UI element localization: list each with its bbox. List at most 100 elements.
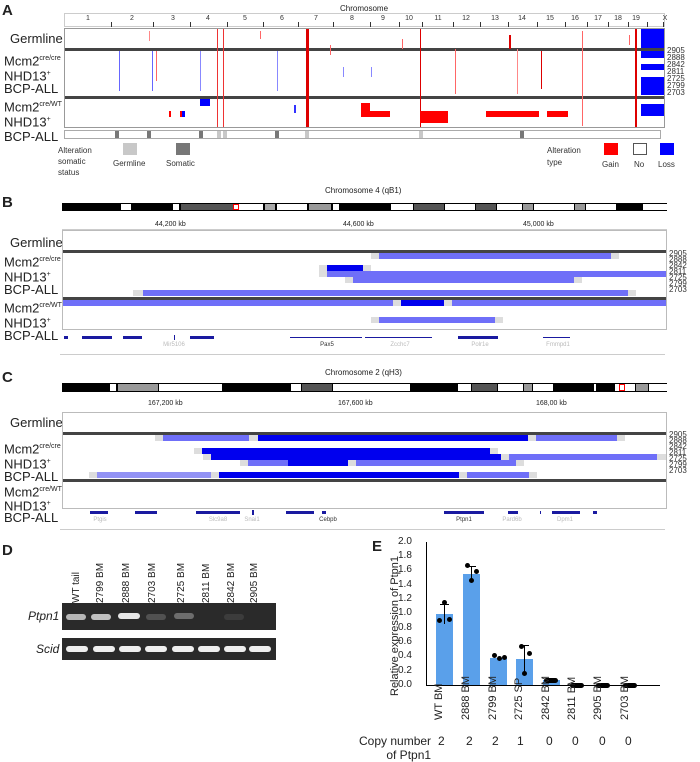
sample-id: 2842: [669, 261, 687, 270]
legend-gain-swatch: [604, 143, 618, 155]
legend-somatic-swatch: [176, 143, 190, 155]
copy-number-value: 0: [599, 734, 606, 748]
panel-a-label: A: [2, 2, 13, 19]
panel-b-group1-label: BCP-ALL: [4, 282, 59, 297]
tick-label: 167,600 kb: [338, 400, 373, 407]
x-category-label: 2842 BM: [540, 675, 552, 720]
panel-b-cnv-track: [62, 230, 667, 330]
sample-id: 2888: [667, 53, 685, 62]
tick-label: 44,200 kb: [155, 221, 186, 228]
x-category-label: 2811 BM: [566, 676, 578, 720]
sample-id: 2703: [669, 285, 687, 294]
legend-germline-swatch: [123, 143, 137, 155]
legend-loss-label: Loss: [658, 160, 675, 169]
panel-b-ideogram: [62, 203, 668, 211]
panel-b-group1-label: Mcm2cre/cre: [4, 254, 61, 270]
panel-c-group2-label: Mcm2cre/WT: [4, 484, 62, 500]
sample-id: 2725: [667, 74, 685, 83]
panel-c-group2-label: BCP-ALL: [4, 510, 59, 525]
sample-id: 2703: [669, 466, 687, 475]
panel-b-title: Chromosome 4 (qB1): [325, 186, 402, 195]
sample-id: 2888: [669, 436, 687, 445]
panel-a-title: Chromosome: [340, 4, 389, 13]
panel-a-group1-label: BCP-ALL: [4, 81, 59, 96]
panel-a-group2-label: Mcm2cre/WT: [4, 99, 62, 115]
tick-label: 168,00 kb: [536, 400, 567, 407]
gel-label-ptpn1: Ptpn1: [28, 609, 60, 623]
x-category-label: 2703 BM: [619, 675, 631, 720]
legend-somatic-title: Alteration somatic status: [58, 146, 92, 177]
copy-number-value: 0: [625, 734, 632, 748]
sample-id: 2799: [669, 279, 687, 288]
sample-id: 2811: [669, 267, 687, 276]
x-category-label: 2905 BM: [592, 675, 604, 720]
panel-c-label: C: [2, 369, 13, 386]
panel-e-label: E: [372, 538, 383, 555]
panel-a-chromosome-ruler: 1 2 3 4 5 6 7 8 9 10 11 12 13 14 15 16 1…: [64, 13, 667, 27]
panel-b-group2-label: BCP-ALL: [4, 328, 59, 343]
sample-id: 2842: [669, 442, 687, 451]
lane-label: 2703 BM: [147, 562, 158, 603]
gel-label-scid: Scid: [36, 642, 60, 656]
panel-a-germline-label: Germline: [10, 31, 63, 46]
gel-scid: [62, 638, 276, 660]
panel-b-gene-track: Mir5106 Pax5 Zcchc7 Polr1e Fmmpd1: [60, 334, 665, 355]
sample-id: 2905: [669, 249, 687, 258]
panel-b-germline-label: Germline: [10, 235, 63, 250]
copy-number-value: 0: [572, 734, 579, 748]
sample-id: 2888: [669, 255, 687, 264]
tick-label: 167,200 kb: [148, 400, 183, 407]
lane-label: 2799 BM: [95, 562, 106, 603]
lane-label: 2888 BM: [121, 562, 132, 603]
tick-label: 44,600 kb: [343, 221, 374, 228]
legend-no-label: No: [634, 160, 645, 169]
panel-d-label: D: [2, 542, 13, 559]
sample-id: 2725: [669, 273, 687, 282]
panel-a-group1-label: Mcm2cre/cre: [4, 53, 61, 69]
lane-label: 2842 BM: [226, 562, 237, 603]
lane-label: WT tail: [71, 572, 82, 603]
copy-number-value: 0: [546, 734, 553, 748]
tick-label: 45,000 kb: [523, 221, 554, 228]
lane-label: 2905 BM: [249, 562, 260, 603]
panel-c-group1-label: NHD13+: [4, 456, 51, 472]
legend-type-title: Alteration type: [547, 146, 581, 167]
bar: [436, 614, 453, 685]
panel-a-cnv-heatmap: [64, 28, 665, 128]
panel-b-group2-label: Mcm2cre/WT: [4, 300, 62, 316]
gel-ptpn1: [62, 603, 276, 630]
lane-label: 2725 BM: [176, 562, 187, 603]
panel-c-title: Chromosome 2 (qH3): [325, 368, 402, 377]
panel-b-group1-label: NHD13+: [4, 269, 51, 285]
sample-id: 2811: [669, 448, 687, 457]
x-category-label: 2799 BM: [487, 675, 499, 720]
x-category-label: WT BM: [433, 683, 445, 720]
bar: [463, 574, 480, 685]
copy-number-label: Copy number of Ptpn1: [359, 734, 432, 762]
panel-c-ideogram: [62, 383, 668, 392]
panel-c-group2-label: NHD13+: [4, 498, 51, 514]
x-category-label: 2725 SP: [513, 677, 525, 720]
legend-loss-swatch: [660, 143, 674, 155]
sample-id: 2703: [667, 88, 685, 97]
sample-id: 2842: [667, 60, 685, 69]
panel-b-label: B: [2, 194, 13, 211]
legend-germline-label: Germline: [113, 159, 146, 168]
panel-c-cnv-track: [62, 412, 667, 509]
panel-c-group1-label: BCP-ALL: [4, 469, 59, 484]
panel-c-germline-label: Germline: [10, 415, 63, 430]
sample-id: 2799: [667, 81, 685, 90]
sample-id: 2905: [669, 430, 687, 439]
x-category-label: 2888 BM: [460, 675, 472, 720]
sample-id: 2725: [669, 454, 687, 463]
panel-a-group2-label: NHD13+: [4, 114, 51, 130]
legend-somatic-label: Somatic: [166, 159, 195, 168]
copy-number-value: 2: [492, 734, 499, 748]
sample-id: 2905: [667, 46, 685, 55]
panel-b-group2-label: NHD13+: [4, 315, 51, 331]
bar: [490, 658, 507, 685]
sample-id: 2799: [669, 460, 687, 469]
copy-number-value: 1: [517, 734, 524, 748]
legend-gain-label: Gain: [602, 160, 619, 169]
somatic-status-strip: [64, 130, 661, 139]
